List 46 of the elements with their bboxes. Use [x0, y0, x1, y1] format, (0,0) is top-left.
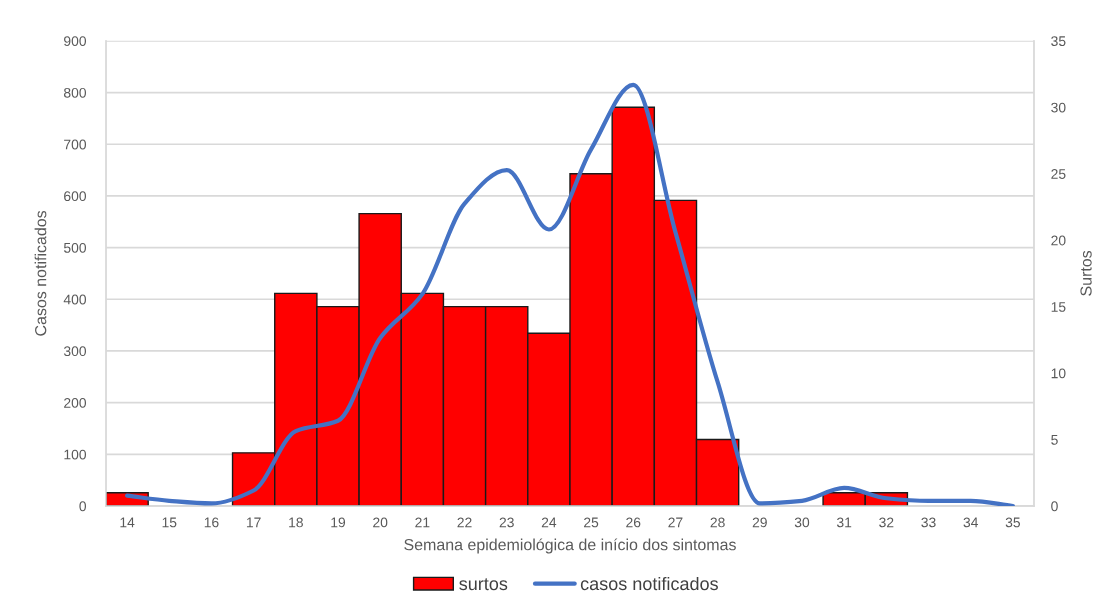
y-tick-label: 400 [63, 294, 87, 305]
x-tick-label: 18 [289, 517, 303, 528]
x-tick-label: 14 [120, 517, 135, 528]
y-tick-label: 800 [63, 87, 87, 98]
y2-tick-label: 30 [1051, 102, 1066, 113]
x-tick-label: 26 [626, 517, 641, 528]
x-tick-label: 35 [1005, 517, 1021, 528]
x-tick-label: 17 [246, 517, 261, 528]
y2-tick-label: 35 [1051, 36, 1066, 47]
y2-tick-label: 25 [1051, 169, 1066, 179]
x-tick-label: 20 [373, 517, 388, 528]
y-tick-label: 100 [64, 449, 87, 460]
y2-axis-title: Surtos [1080, 250, 1092, 296]
legend-label: surtos [459, 578, 508, 591]
x-tick-label: 25 [584, 517, 599, 528]
x-tick-label: 33 [921, 517, 936, 528]
y-tick-label: 0 [79, 501, 87, 512]
x-tick-label: 32 [879, 517, 894, 528]
x-tick-label: 16 [204, 517, 219, 528]
x-tick-label: 29 [752, 517, 767, 528]
x-tick-label: 19 [331, 517, 346, 528]
y-tick-label: 500 [63, 242, 87, 253]
x-tick-label: 27 [668, 517, 683, 528]
x-tick-label: 34 [963, 517, 979, 528]
x-tick-label: 30 [794, 517, 810, 528]
y-tick-label: 700 [64, 139, 87, 150]
x-tick-label: 24 [541, 517, 557, 528]
x-axis-title: Semana epidemiológica de início dos sintomas [404, 538, 736, 554]
y-tick-label: 200 [64, 397, 87, 408]
y2-tick-label: 5 [1051, 435, 1058, 445]
y2-tick-label: 15 [1051, 302, 1066, 312]
y2-tick-label: 10 [1051, 368, 1066, 379]
x-tick-label: 15 [162, 517, 177, 528]
y-tick-label: 300 [63, 346, 87, 357]
y2-tick-label: 20 [1051, 235, 1066, 246]
y-tick-label: 900 [64, 36, 87, 47]
line-series [125, 82, 1015, 506]
x-tick-label: 28 [710, 517, 725, 528]
x-tick-label: 22 [457, 517, 472, 528]
legend-label: casos notificados [580, 576, 718, 591]
x-tick-label: 21 [415, 517, 430, 528]
y2-tick-label: 0 [1051, 501, 1058, 512]
x-tick-label: 23 [499, 517, 514, 528]
y-tick-label: 600 [64, 191, 87, 202]
y-axis-title: Casos notificados [34, 210, 47, 336]
x-tick-label: 31 [836, 517, 852, 528]
